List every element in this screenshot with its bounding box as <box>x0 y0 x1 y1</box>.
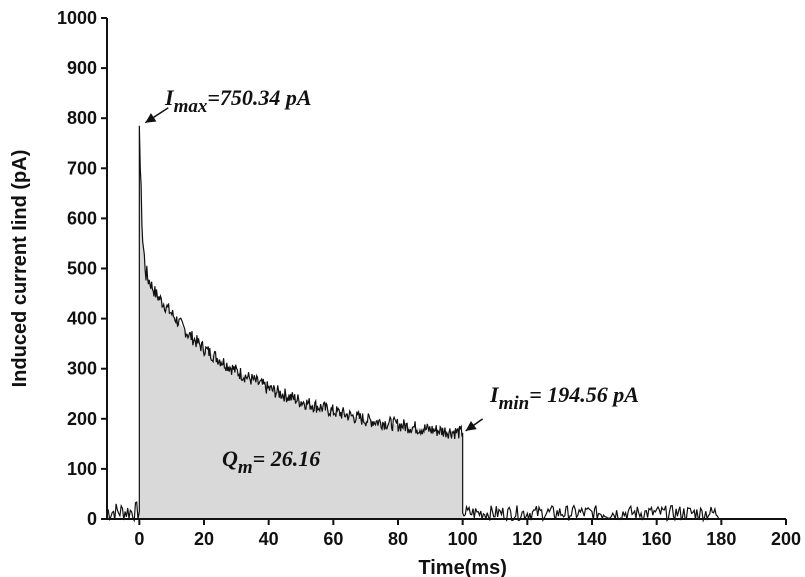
integrated-charge-area <box>139 125 463 519</box>
x-tick-label: 100 <box>448 529 478 549</box>
imin-annotation: Imin= 194.56 pA <box>489 382 639 414</box>
y-tick-label: 200 <box>67 409 97 429</box>
x-tick-label: 80 <box>388 529 408 549</box>
x-ticks: 0 20 40 60 80 100 120 140 160 180 200 <box>134 519 801 549</box>
y-axis-title: Induced current Iind (pA) <box>9 150 31 388</box>
y-tick-label: 600 <box>67 208 97 228</box>
x-tick-label: 60 <box>323 529 343 549</box>
x-axis-title: Time(ms) <box>418 557 507 577</box>
qm-annotation: Qm= 26.16 <box>222 446 320 478</box>
plot-area <box>106 125 721 523</box>
x-tick-label: 20 <box>194 529 214 549</box>
y-tick-label: 0 <box>87 509 97 529</box>
x-tick-label: 140 <box>577 529 607 549</box>
y-tick-label: 1000 <box>57 8 97 28</box>
imax-annotation: Imax=750.34 pA <box>164 85 312 117</box>
x-tick-label: 0 <box>134 529 144 549</box>
x-tick-label: 40 <box>259 529 279 549</box>
y-tick-label: 900 <box>67 58 97 78</box>
x-tick-label: 120 <box>512 529 542 549</box>
imax-arrow-head <box>145 113 157 123</box>
y-ticks: 0 100 200 300 400 500 600 700 800 900 1000 <box>57 8 107 529</box>
x-tick-label: 200 <box>771 529 801 549</box>
annotations: Imax=750.34 pA Imin= 194.56 pA Qm= 26.16 <box>144 85 639 478</box>
y-tick-label: 400 <box>67 309 97 329</box>
y-tick-label: 500 <box>67 259 97 279</box>
y-tick-label: 700 <box>67 158 97 178</box>
y-tick-label: 100 <box>67 459 97 479</box>
x-tick-label: 180 <box>706 529 736 549</box>
y-tick-label: 800 <box>67 108 97 128</box>
current-trace <box>106 125 721 523</box>
y-tick-label: 300 <box>67 359 97 379</box>
imin-arrow-head <box>465 420 477 431</box>
x-tick-label: 160 <box>642 529 672 549</box>
